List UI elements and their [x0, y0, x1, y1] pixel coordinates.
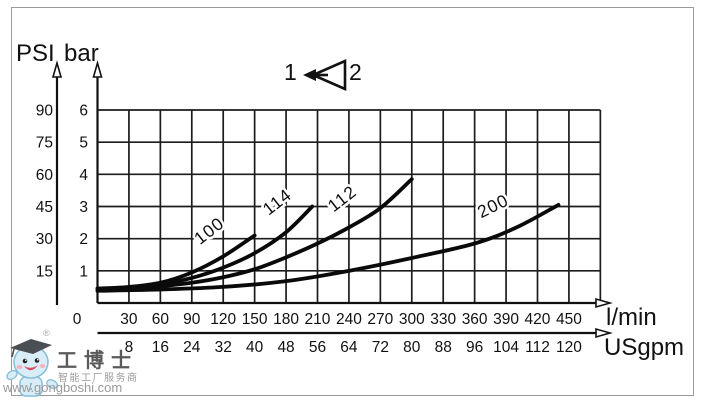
lmin-tick: 300	[399, 311, 425, 328]
port-2-label: 2	[349, 59, 362, 85]
gongboshi-mascot-icon	[6, 339, 58, 397]
lmin-tick: 120	[210, 311, 236, 328]
curve-label-100: 100	[190, 213, 228, 249]
bar-tick: 2	[79, 231, 88, 248]
lmin-tick: 420	[525, 311, 551, 328]
usgpm-tick: 16	[152, 339, 169, 356]
lmin-tick: 30	[120, 311, 138, 328]
usgpm-tick: 112	[525, 339, 550, 356]
usgpm-tick: 88	[435, 339, 452, 356]
usgpm-tick: 40	[246, 339, 264, 356]
bar-tick: 4	[79, 167, 88, 184]
psi-tick: 30	[36, 231, 54, 248]
bar-tick: 5	[79, 135, 88, 152]
lmin-tick: 60	[152, 311, 170, 328]
lmin-tick: 270	[367, 311, 393, 328]
usgpm-tick: 56	[309, 339, 326, 356]
curve-label-114: 114	[259, 184, 296, 219]
lmin-tick: 330	[430, 311, 456, 328]
lmin-tick: 450	[556, 311, 582, 328]
lmin-tick: 240	[336, 311, 362, 328]
figure-border	[11, 7, 694, 396]
lmin-tick: 0	[73, 311, 82, 328]
lmin-unit-label: l/min	[606, 304, 657, 331]
check-valve-flow-direction-icon	[303, 59, 347, 91]
lmin-tick: 150	[242, 311, 268, 328]
curve-200	[95, 202, 561, 293]
bar-tick: 6	[79, 102, 88, 119]
usgpm-tick: 8	[125, 339, 134, 356]
lmin-tick: 210	[305, 311, 331, 328]
usgpm-tick: 104	[493, 339, 519, 356]
lmin-tick: 90	[183, 311, 201, 328]
usgpm-tick: 24	[183, 339, 201, 356]
usgpm-unit-label: USgpm	[604, 334, 685, 361]
bar-axis-title: bar	[64, 40, 99, 67]
usgpm-tick: 32	[215, 339, 232, 356]
usgpm-tick: 48	[277, 339, 294, 356]
bar-tick: 1	[79, 263, 88, 280]
usgpm-tick: 80	[403, 339, 421, 356]
lmin-tick: 360	[462, 311, 488, 328]
watermark-tagline: 智能工厂服务商	[58, 373, 139, 384]
watermark-url: www.gongboshi.com	[3, 380, 123, 395]
port-1-label: 1	[284, 59, 297, 85]
psi-tick: 60	[36, 167, 54, 184]
usgpm-tick: 120	[556, 339, 582, 356]
usgpm-tick: 96	[466, 339, 483, 356]
usgpm-tick: 72	[372, 339, 389, 356]
psi-axis-title: PSI	[16, 40, 55, 67]
psi-tick: 15	[36, 263, 53, 280]
lmin-tick: 180	[273, 311, 299, 328]
watermark-brand: 工博士	[57, 350, 138, 372]
psi-tick: 45	[36, 199, 53, 216]
curve-label-112: 112	[324, 181, 361, 216]
registered-trademark-icon: ®	[43, 328, 50, 338]
lmin-tick: 390	[493, 311, 519, 328]
usgpm-tick: 64	[340, 339, 358, 356]
bar-tick: 3	[79, 199, 88, 216]
curve-112	[95, 177, 414, 292]
psi-tick: 90	[36, 102, 54, 119]
psi-tick: 75	[36, 135, 53, 152]
